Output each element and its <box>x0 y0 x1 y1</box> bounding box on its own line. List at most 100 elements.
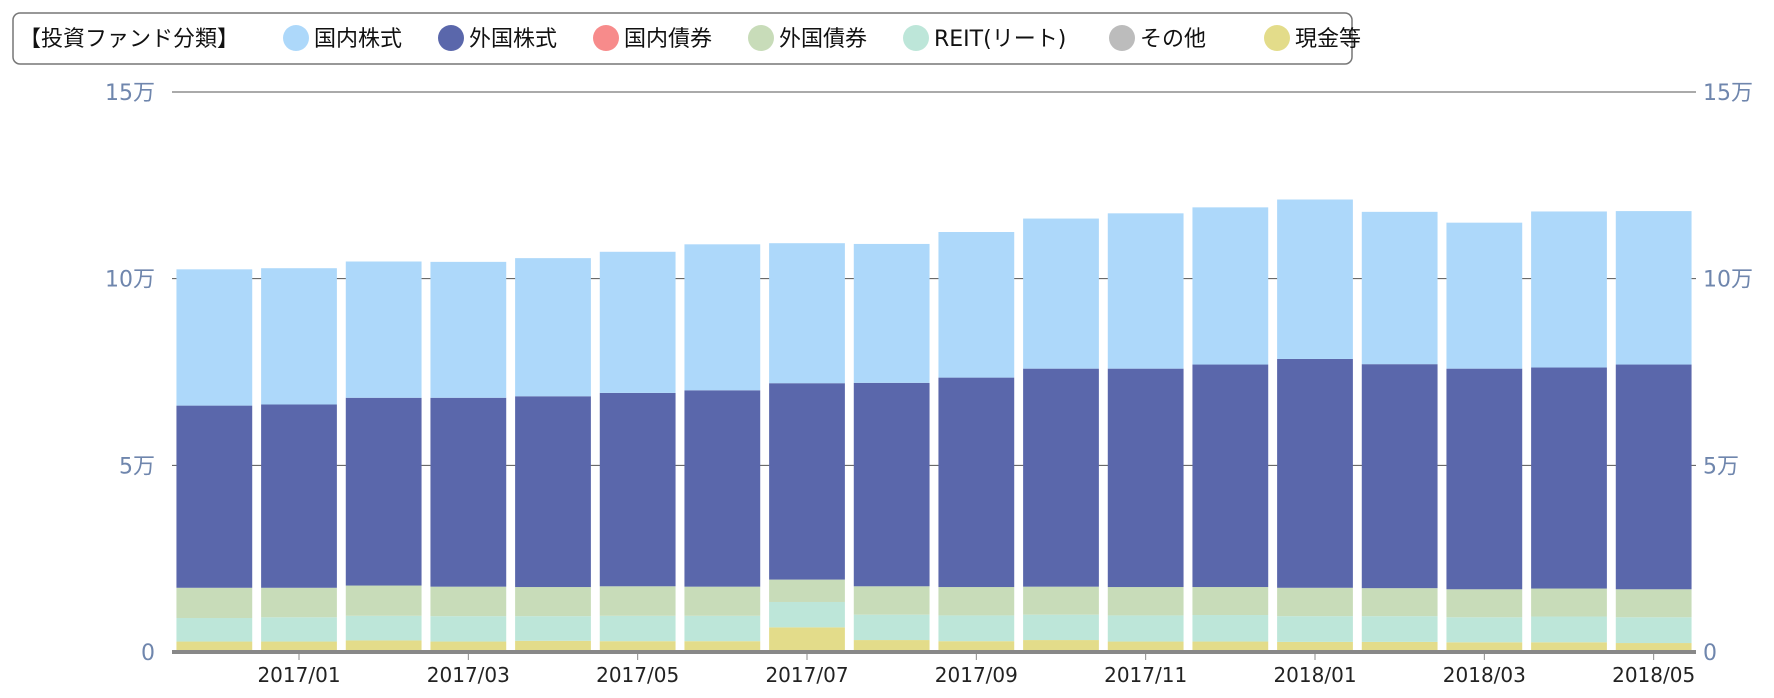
legend: 【投資ファンド分類】 国内株式 外国株式 国内債券 外国債券 REIT(リート) その他 現… <box>12 12 1361 65</box>
bar-segment <box>938 377 1015 588</box>
x-tick-label: 2018/01 <box>1273 663 1356 687</box>
bar-segment <box>515 258 591 397</box>
bar-segment <box>1361 364 1438 589</box>
bar-segment <box>769 627 845 652</box>
bar-segment <box>938 615 1015 642</box>
bar-segment <box>599 615 676 642</box>
x-tick-label: 2017/07 <box>765 663 848 687</box>
bar-segment <box>853 243 930 383</box>
bar-segment <box>769 579 845 602</box>
y-tick-label-right: 0 <box>1703 641 1717 666</box>
bar-segment <box>430 261 507 398</box>
bar-segment <box>1531 588 1607 617</box>
bar-segment <box>1277 199 1353 359</box>
bar-segment <box>176 641 253 652</box>
bar-segment <box>1277 616 1353 642</box>
bar-segment <box>1361 641 1438 652</box>
legend-swatch <box>283 25 309 51</box>
bar-segment <box>684 586 761 616</box>
bar-segment <box>1615 364 1692 590</box>
x-tick-label: 2017/11 <box>1104 663 1187 687</box>
bar-segment <box>853 586 930 615</box>
x-tick-label: 2018/03 <box>1443 663 1526 687</box>
legend-swatch <box>1264 25 1290 51</box>
bar-segment <box>1361 588 1438 617</box>
legend-label: 国内債券 <box>624 27 712 52</box>
legend-label: その他 <box>1140 27 1206 52</box>
bar-segment <box>176 618 253 642</box>
bar-segment <box>1277 587 1353 617</box>
bar-segment <box>599 392 676 587</box>
y-tick-label-left: 0 <box>141 641 155 666</box>
x-tick-label: 2017/01 <box>257 663 340 687</box>
bar-segment <box>176 269 253 406</box>
bar-segment <box>1446 222 1523 369</box>
bar-segment <box>1361 211 1438 365</box>
x-tick-label: 2018/05 <box>1612 663 1695 687</box>
bar-segment <box>853 614 930 641</box>
y-tick-label-right: 10万 <box>1703 268 1753 293</box>
legend-box <box>12 12 1353 65</box>
bar-segment <box>1531 616 1607 643</box>
bar-segment <box>684 244 761 391</box>
bar-segment <box>1446 642 1523 652</box>
legend-swatch <box>903 25 929 51</box>
bar-segment <box>599 251 676 393</box>
legend-swatch <box>438 25 464 51</box>
y-tick-label-left: 10万 <box>105 268 155 293</box>
x-tick-label: 2017/09 <box>935 663 1018 687</box>
bar-segment <box>345 397 422 586</box>
bar-segment <box>1107 368 1184 588</box>
bar-segment <box>515 396 591 588</box>
bar-segment <box>1192 364 1269 588</box>
bar-segment <box>1446 617 1523 643</box>
bar-segment <box>176 405 253 588</box>
y-tick-label-right: 15万 <box>1703 81 1753 106</box>
bar-segment <box>1531 211 1607 368</box>
bar-segment <box>1277 641 1353 652</box>
bar-segment <box>515 587 591 617</box>
bar-segment <box>261 617 337 642</box>
bar-segment <box>1107 587 1184 616</box>
legend-label: 国内株式 <box>314 27 402 52</box>
legend-label: 現金等 <box>1295 27 1361 52</box>
bar-segment <box>938 641 1015 652</box>
bar-segment <box>345 585 422 616</box>
bar-segment <box>430 586 507 617</box>
bar-segment <box>1615 643 1692 652</box>
bar-segment <box>853 382 930 587</box>
bar-segment <box>1615 211 1692 365</box>
y-tick-label-right: 5万 <box>1703 454 1739 479</box>
legend-title: 【投資ファンド分類】 <box>19 27 239 52</box>
bar-segment <box>515 640 591 652</box>
bar-segment <box>430 641 507 652</box>
bar-segment <box>430 397 507 587</box>
bar-segment <box>1531 642 1607 652</box>
bar-segment <box>1615 617 1692 644</box>
bar-segment <box>769 383 845 580</box>
y-tick-label-left: 5万 <box>119 454 155 479</box>
legend-label: REIT(リート) <box>934 27 1066 52</box>
bar-segment <box>261 404 337 588</box>
bar-segment <box>599 586 676 616</box>
legend-label: 外国債券 <box>779 27 867 52</box>
bar-segment <box>684 390 761 587</box>
bar-segment <box>769 601 845 628</box>
bar-segment <box>345 615 422 641</box>
bar-segment <box>261 641 337 652</box>
bar-segment <box>599 641 676 652</box>
bar-segment <box>345 261 422 398</box>
bar-segment <box>938 232 1015 378</box>
bar-segment <box>1023 368 1099 587</box>
bar-segment <box>1023 614 1099 641</box>
bar-segment <box>1023 586 1099 615</box>
legend-label: 外国株式 <box>469 27 557 52</box>
bar-segment <box>345 640 422 652</box>
bar-segment <box>1192 615 1269 642</box>
bar-segment <box>261 268 337 405</box>
bar-segment <box>515 616 591 641</box>
bar-segment <box>1192 207 1269 365</box>
bar-segment <box>1107 615 1184 642</box>
bar-segment <box>261 587 337 618</box>
bar-segment <box>1277 358 1353 588</box>
